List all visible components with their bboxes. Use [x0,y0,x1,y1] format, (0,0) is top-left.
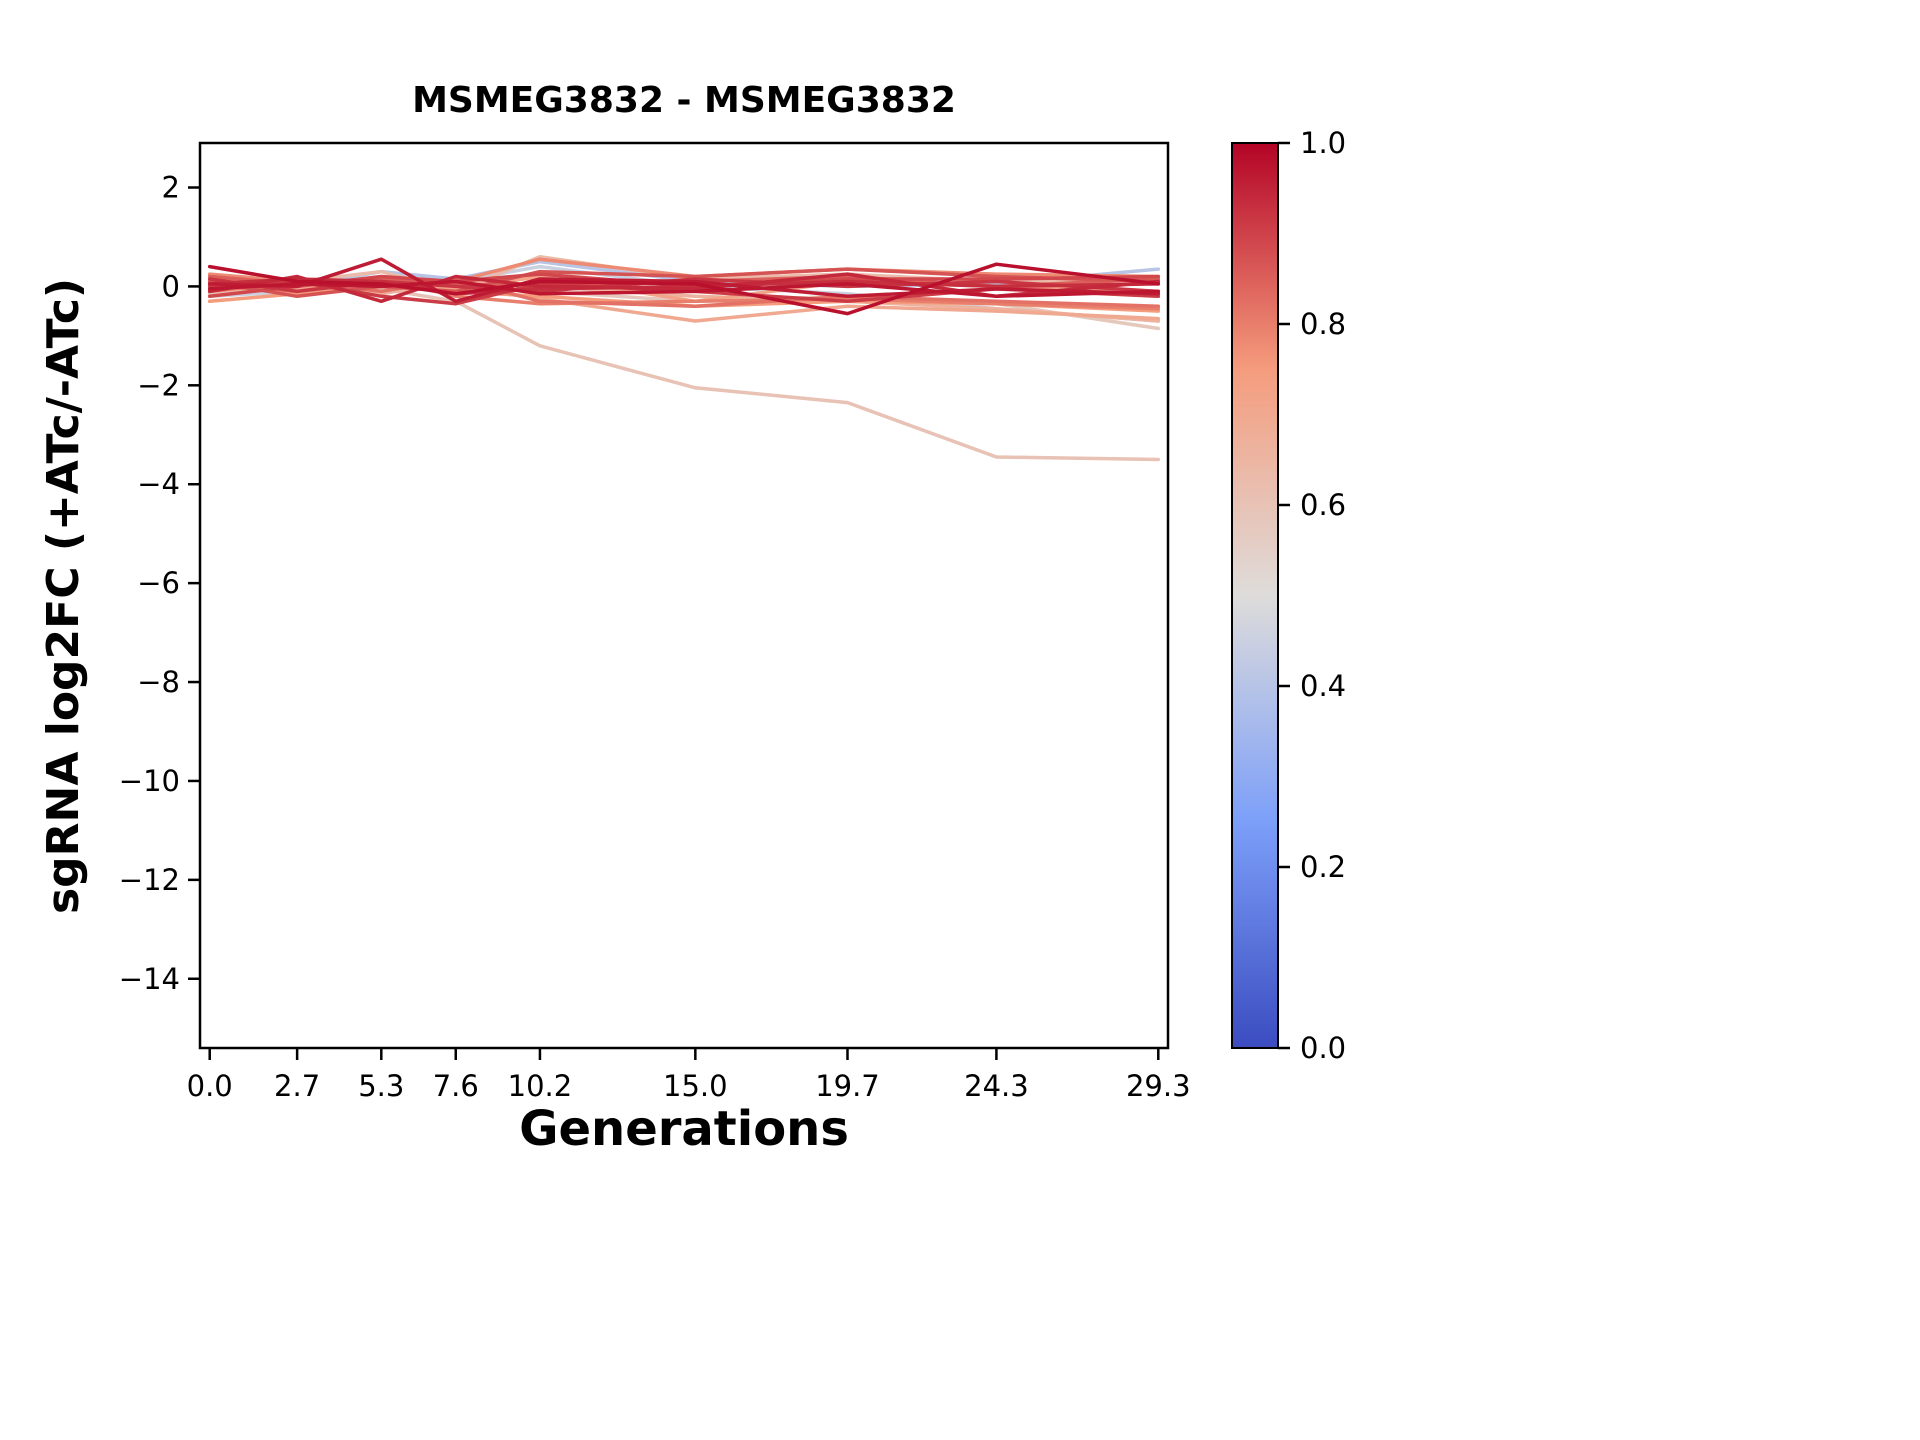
colorbar-tick-label: 1.0 [1300,126,1346,160]
colorbar-gradient [1231,142,1279,1049]
x-tick-label: 10.2 [508,1069,573,1103]
sgrna-line [207,277,1161,296]
x-tick-label: 7.6 [433,1069,479,1103]
y-axis-label: sgRNA log2FC (+ATc/-ATc) [38,278,89,914]
y-tick-label: −10 [119,764,180,798]
sgrna-line [207,267,1161,299]
colorbar-tick-label: 0.2 [1300,850,1346,884]
sgrna-line [207,279,1161,299]
y-tick-label: −2 [137,368,180,402]
x-axis-label: Generations [519,1101,849,1157]
x-tick-label: 2.7 [274,1069,320,1103]
line-series-group [207,254,1161,462]
colorbar-ticks: 0.0 0.2 0.4 0.6 0.8 1.0 [1278,126,1346,1065]
x-tick-label: 19.7 [815,1069,880,1103]
colorbar: 0.0 0.2 0.4 0.6 0.8 1.0 [1231,126,1346,1065]
y-tick-label: −12 [119,863,180,897]
sgrna-line [207,287,1161,462]
sgrna-line [207,262,1161,316]
x-tick-label: 0.0 [187,1069,233,1103]
x-tick-label: 5.3 [358,1069,404,1103]
y-tick-label: −4 [137,467,180,501]
y-axis: 2 0 −2 −4 −6 −8 −10 −12 −14 [119,171,200,996]
x-tick-label: 29.3 [1126,1069,1191,1103]
y-tick-label: −8 [137,665,180,699]
colorbar-tick-label: 0.4 [1300,669,1346,703]
colorbar-tick-label: 0.6 [1300,488,1346,522]
colorbar-tick-label: 0.0 [1300,1031,1346,1065]
chart-title: MSMEG3832 - MSMEG3832 [412,80,956,121]
y-tick-label: 2 [162,171,180,205]
y-tick-label: 0 [162,269,180,303]
plot-border [198,141,1170,1050]
y-tick-label: −6 [137,566,180,600]
colorbar-tick-label: 0.8 [1300,307,1346,341]
x-tick-label: 24.3 [964,1069,1029,1103]
y-tick-label: −14 [119,962,180,996]
x-axis: 0.0 2.7 5.3 7.6 10.2 15.0 19.7 24.3 29.3 [187,1048,1191,1103]
x-tick-label: 15.0 [663,1069,728,1103]
